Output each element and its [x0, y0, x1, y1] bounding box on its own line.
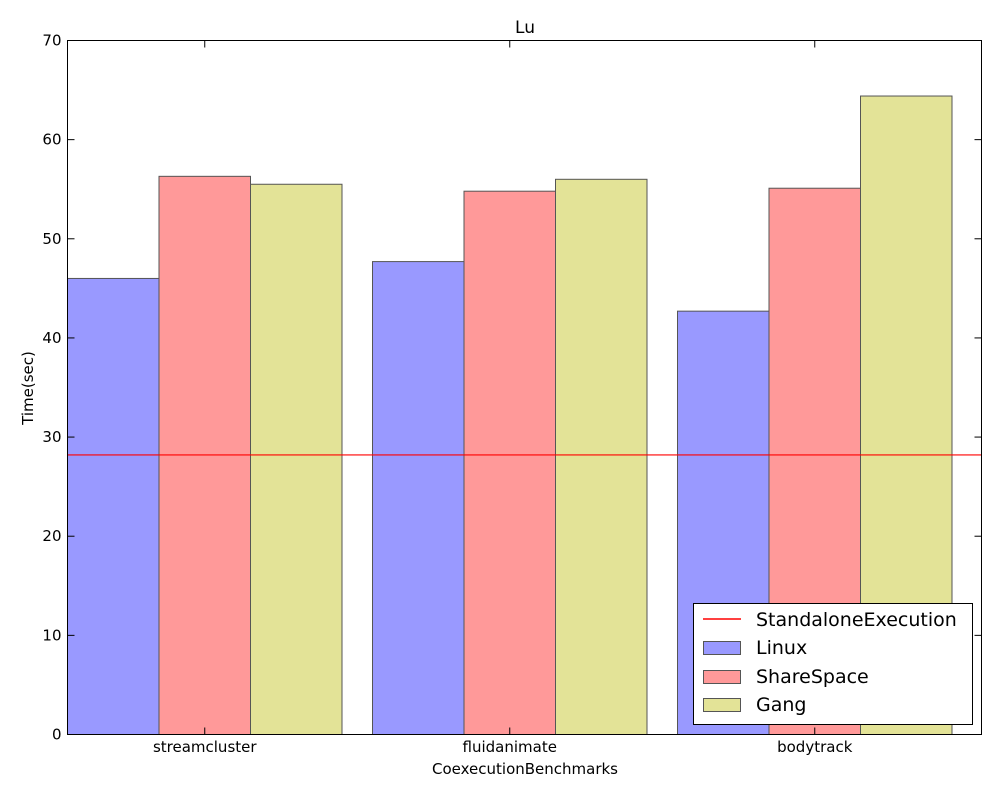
y-axis-label: Time(sec) — [19, 351, 37, 426]
x-tick-label: bodytrack — [777, 738, 853, 756]
y-tick-label: 0 — [52, 726, 62, 744]
y-tick-label: 60 — [42, 131, 61, 149]
bar-linux-fluidanimate — [372, 261, 465, 735]
x-tick-labels: streamcluster fluidanimate bodytrack — [153, 738, 853, 756]
chart-title: Lu — [515, 18, 535, 38]
y-tick-label: 30 — [42, 428, 61, 446]
legend-label-sharespace: ShareSpace — [756, 666, 869, 688]
legend-label-linux: Linux — [756, 637, 807, 659]
bar-gang-streamcluster — [250, 183, 343, 735]
plot-area-frame — [67, 40, 982, 735]
legend-swatch-linux — [703, 641, 741, 655]
y-tick-label: 40 — [42, 329, 61, 347]
bar-linux-streamcluster — [67, 277, 160, 735]
y-tick-label: 50 — [42, 230, 61, 248]
y-tick-label: 70 — [42, 32, 61, 50]
bars-layer — [67, 95, 953, 736]
x-axis-label: CoexecutionBenchmarks — [432, 760, 618, 778]
y-tick-labels: 0 10 20 30 40 50 60 70 — [42, 32, 61, 744]
legend-swatch-gang — [703, 698, 741, 712]
legend: StandaloneExecution Linux ShareSpace Gan… — [693, 603, 973, 725]
y-tick-label: 20 — [42, 527, 61, 545]
legend-label-gang: Gang — [756, 694, 806, 716]
y-tick-label: 10 — [42, 626, 61, 644]
axis-ticks-layer — [67, 40, 982, 735]
bar-sharespace-fluidanimate — [463, 190, 556, 735]
bar-gang-fluidanimate — [555, 178, 648, 736]
x-tick-label: fluidanimate — [463, 738, 557, 756]
x-tick-label: streamcluster — [153, 738, 257, 756]
legend-label-standalone: StandaloneExecution — [756, 609, 957, 631]
legend-swatch-sharespace — [703, 670, 741, 684]
